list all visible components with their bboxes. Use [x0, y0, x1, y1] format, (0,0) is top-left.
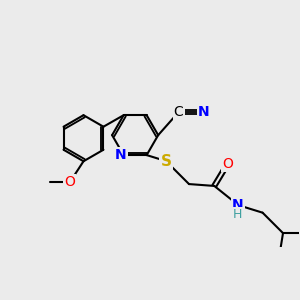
Text: O: O	[222, 158, 233, 171]
Text: N: N	[232, 197, 244, 212]
Text: H: H	[233, 208, 242, 221]
Text: S: S	[160, 154, 172, 169]
Text: C: C	[174, 105, 184, 119]
Text: O: O	[64, 175, 75, 189]
Text: N: N	[198, 105, 210, 119]
Text: N: N	[115, 148, 127, 162]
